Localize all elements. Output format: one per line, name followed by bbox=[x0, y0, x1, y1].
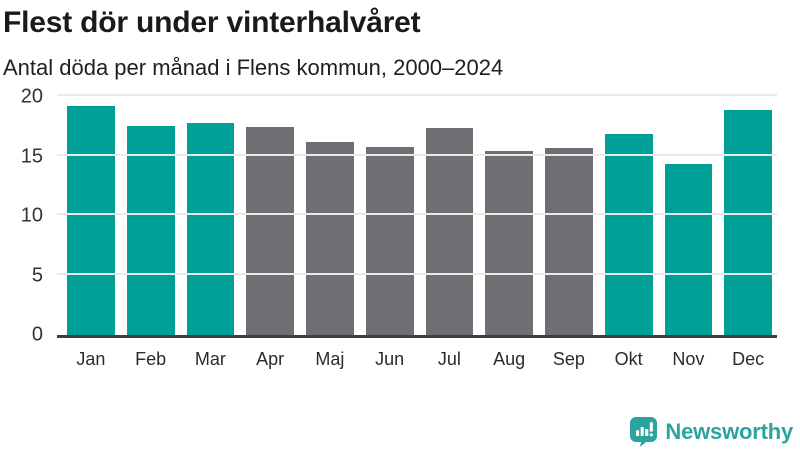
bar-aug bbox=[485, 150, 533, 336]
bar-apr bbox=[246, 126, 294, 336]
x-axis-label-jan: Jan bbox=[76, 349, 106, 370]
brand-name: Newsworthy bbox=[665, 418, 793, 444]
bars-container bbox=[67, 97, 772, 336]
bar-maj bbox=[306, 142, 354, 336]
bar-jul bbox=[425, 128, 474, 336]
x-axis-label-nov: Nov bbox=[672, 349, 705, 370]
x-axis-label-feb: Feb bbox=[135, 349, 167, 370]
x-axis-label-apr: Apr bbox=[256, 349, 285, 370]
bar-feb bbox=[126, 125, 175, 336]
x-axis-label-dec: Dec bbox=[732, 349, 765, 370]
x-axis-label-aug: Aug bbox=[493, 349, 526, 370]
bar-jan bbox=[67, 105, 115, 336]
x-axis-label-jul: Jul bbox=[437, 349, 461, 370]
chart-title: Flest dör under vinterhalvåret bbox=[3, 6, 421, 39]
x-axis-label-maj: Maj bbox=[315, 349, 345, 370]
x-axis-label-mar: Mar bbox=[194, 349, 226, 370]
y-axis-tick-label-10: 10 bbox=[20, 204, 43, 227]
newsworthy-logo-icon bbox=[630, 417, 658, 447]
bar-nov bbox=[664, 163, 713, 336]
gridline-y-5 bbox=[57, 272, 777, 275]
gridline-y-20 bbox=[57, 94, 777, 97]
gridline-y-10 bbox=[57, 213, 777, 216]
y-axis-tick-label-20: 20 bbox=[20, 85, 43, 108]
chart-subtitle: Antal döda per månad i Flens kommun, 200… bbox=[3, 55, 504, 80]
bar-chart-plot-area: 0 5 10 15 20 bbox=[21, 86, 777, 346]
x-axis-label-sep: Sep bbox=[552, 349, 585, 370]
x-axis-label-okt: Okt bbox=[614, 349, 643, 370]
bar-jun bbox=[365, 147, 414, 336]
bar-mar bbox=[186, 123, 235, 336]
bar-sep bbox=[545, 148, 593, 336]
y-axis-tick-label-0: 0 bbox=[31, 323, 43, 346]
newsworthy-brand-link[interactable]: Newsworthy bbox=[629, 416, 793, 447]
bar-dec bbox=[724, 110, 772, 336]
x-axis-label-jun: Jun bbox=[375, 349, 405, 370]
bar-okt bbox=[604, 134, 653, 336]
y-axis-tick-label-5: 5 bbox=[31, 264, 43, 287]
gridline-y-15 bbox=[57, 153, 777, 156]
y-axis-tick-label-15: 15 bbox=[20, 145, 43, 168]
x-axis-labels: Jan Feb Mar Apr Maj Jun Jul Aug Sep Okt Nov Dec bbox=[57, 349, 777, 370]
